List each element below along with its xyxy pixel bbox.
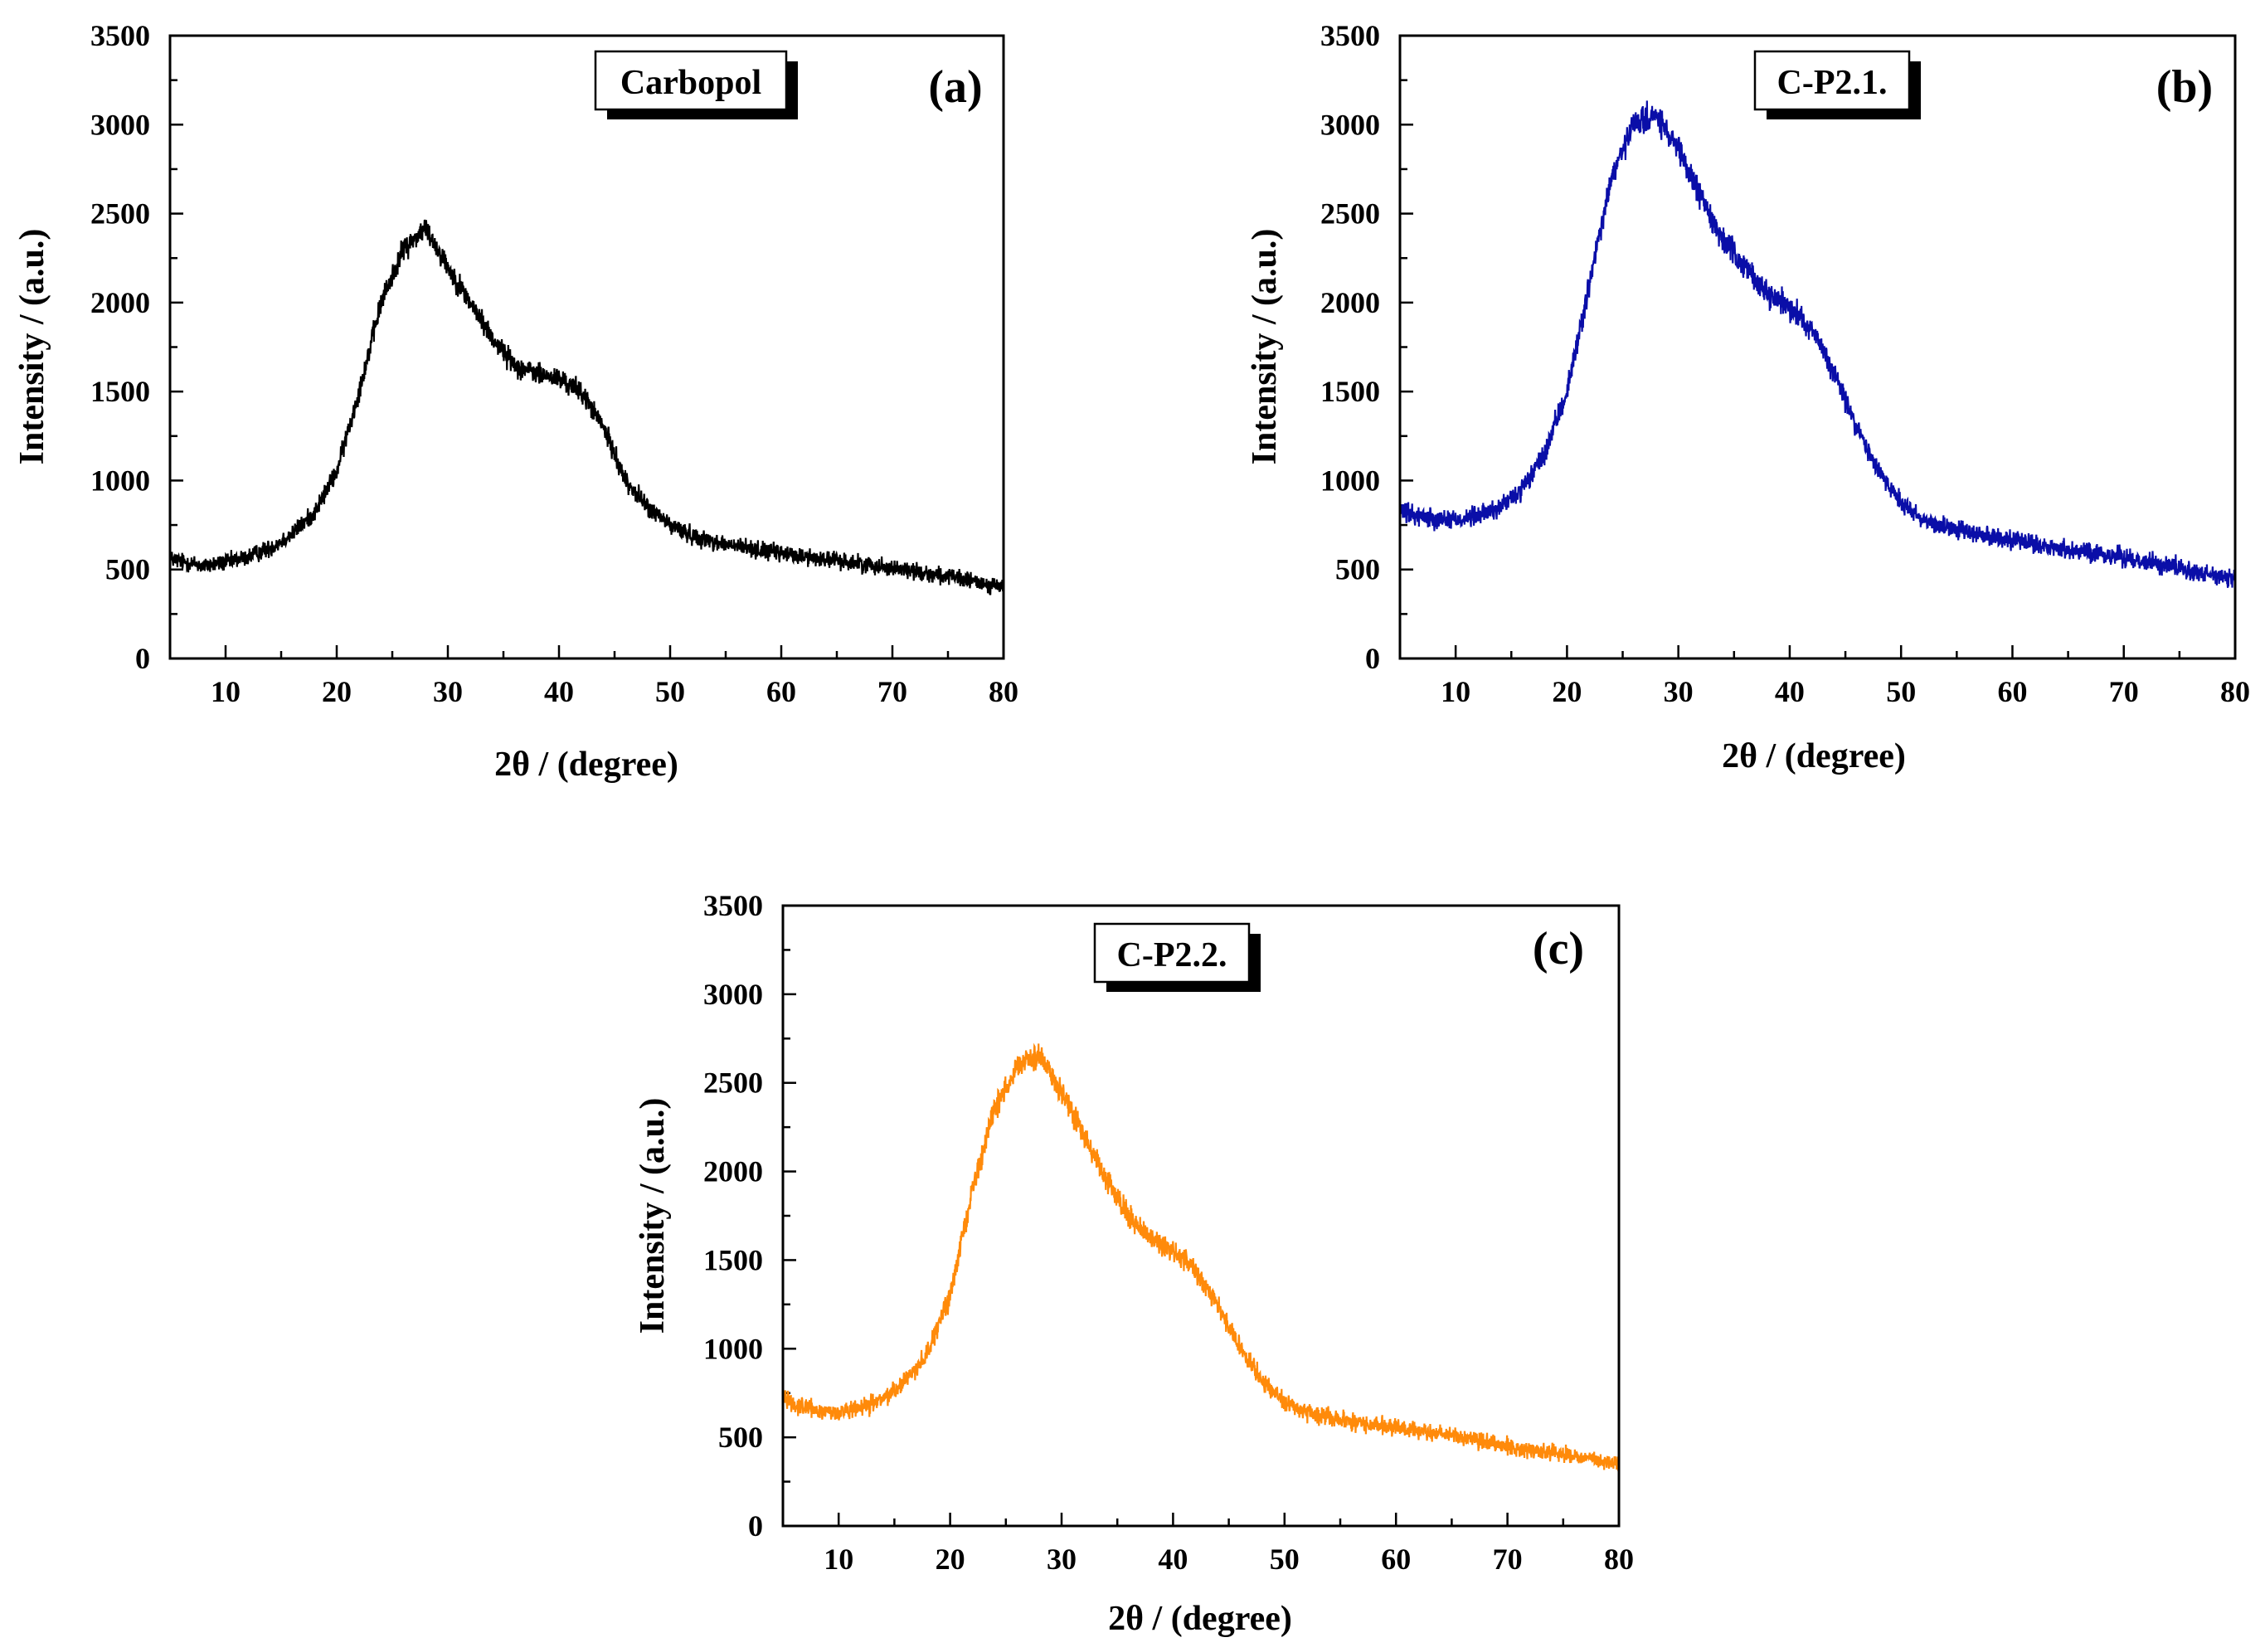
panel-a-x-tick-label: 70: [877, 675, 907, 708]
panel-b-x-axis-title: 2θ / (degree): [1722, 737, 1906, 775]
panel-a-y-tick-label: 500: [105, 553, 150, 586]
panel-b-ticks: [1398, 34, 2237, 660]
panel-a-x-tick-label: 50: [655, 675, 685, 708]
panel-b-y-tick-label: 3000: [1320, 108, 1380, 141]
panel-a-y-tick-label: 3000: [90, 108, 150, 141]
panel-a-y-tick-label: 3500: [90, 19, 150, 52]
panel-c-y-tick-label: 3000: [703, 978, 763, 1011]
panel-a-y-tick-label: 2500: [90, 197, 150, 231]
panel-b-y-tick-label: 1500: [1320, 375, 1380, 408]
panel-a-y-tick-label: 1500: [90, 375, 150, 408]
panel-b-y-tick-label: 0: [1365, 642, 1380, 675]
panel-a-legend-label: Carbopol: [620, 64, 761, 102]
panel-a-x-tick-label: 30: [433, 675, 463, 708]
panel-c-x-tick-label: 10: [824, 1543, 853, 1576]
panel-b-x-tick-label: 50: [1886, 675, 1916, 708]
panel-c-series-line: [783, 1042, 1619, 1471]
panel-c-x-tick-label: 80: [1604, 1543, 1634, 1576]
panel-a-legend-box: Carbopol: [594, 50, 798, 119]
panel-b-legend-box: C-P2.1.: [1753, 50, 1921, 119]
panel-b-x-tick-label: 10: [1441, 675, 1470, 708]
panel-c-tag: (c): [1533, 923, 1584, 974]
panel-b-y-axis-title: Intensity / (a.u.): [1246, 229, 1284, 465]
panel-c-x-tick-label: 70: [1493, 1543, 1523, 1576]
panel-b-y-tick-label: 3500: [1320, 19, 1380, 52]
panel-a: 10 20 30 40 50 60 70 80 0 500 1000 1500 2000 2500 3000…: [13, 19, 1018, 784]
panel-b-frame: [1398, 34, 2237, 660]
panel-a-x-tick-label: 10: [211, 675, 241, 708]
panel-c-x-tick-label: 50: [1270, 1543, 1300, 1576]
panel-c-y-tick-label: 0: [748, 1509, 763, 1543]
panel-c-tick-labels: 10 20 30 40 50 60 70 80 0 500 1000 1500 2000 2500 3000…: [703, 889, 1634, 1576]
panel-c-y-tick-label: 2000: [703, 1155, 763, 1188]
panel-a-x-tick-label: 20: [322, 675, 352, 708]
panel-b-tag: (b): [2156, 61, 2213, 113]
panel-c-x-tick-label: 20: [936, 1543, 965, 1576]
panel-a-y-tick-label: 1000: [90, 464, 150, 497]
panel-a-series-line: [170, 219, 1004, 595]
panel-b-series-line: [1400, 100, 2235, 588]
panel-b-x-tick-label: 40: [1775, 675, 1805, 708]
panel-c-ticks: [781, 904, 1621, 1528]
panel-a-x-axis-title: 2θ / (degree): [494, 746, 678, 784]
panel-c-frame: [781, 904, 1621, 1528]
panel-c-legend-label: C-P2.2.: [1117, 936, 1227, 974]
panel-b-y-tick-label: 500: [1335, 553, 1380, 586]
panel-c-y-tick-label: 500: [718, 1421, 763, 1454]
panel-a-frame: [168, 34, 1005, 660]
panel-a-x-tick-label: 40: [544, 675, 574, 708]
panel-c-y-tick-label: 2500: [703, 1067, 763, 1100]
panel-c-y-tick-label: 1000: [703, 1332, 763, 1365]
panel-c-y-tick-label: 3500: [703, 889, 763, 922]
panel-a-y-tick-label: 0: [135, 642, 150, 675]
panel-b-tick-labels: 10 20 30 40 50 60 70 80 0 500 1000 1500 2000 2500 3000…: [1320, 19, 2250, 708]
panel-a-x-tick-label: 60: [766, 675, 796, 708]
panel-a-x-tick-label: 80: [989, 675, 1018, 708]
panel-c-x-tick-label: 40: [1158, 1543, 1188, 1576]
panel-b: 10 20 30 40 50 60 70 80 0 500 1000 1500 2000 2500 3000…: [1246, 19, 2250, 775]
panel-c-x-tick-label: 60: [1381, 1543, 1411, 1576]
panel-b-x-tick-label: 30: [1664, 675, 1694, 708]
panel-c-x-axis-title: 2θ / (degree): [1108, 1600, 1292, 1638]
panel-b-y-tick-label: 2000: [1320, 286, 1380, 319]
panel-c-legend-box: C-P2.2.: [1093, 922, 1261, 992]
panel-a-y-axis-title: Intensity / (a.u.): [13, 229, 51, 465]
panel-b-x-tick-label: 70: [2109, 675, 2139, 708]
panel-b-x-tick-label: 60: [1997, 675, 2027, 708]
panel-b-y-tick-label: 2500: [1320, 197, 1380, 231]
panel-c-y-tick-label: 1500: [703, 1243, 763, 1276]
panel-c-y-axis-title: Intensity / (a.u.): [634, 1098, 672, 1334]
panel-a-y-tick-label: 2000: [90, 286, 150, 319]
panel-c-x-tick-label: 30: [1047, 1543, 1077, 1576]
panel-b-x-tick-label: 80: [2220, 675, 2250, 708]
panel-b-x-tick-label: 20: [1552, 675, 1582, 708]
panel-a-tag: (a): [928, 61, 982, 113]
panel-a-tick-labels: 10 20 30 40 50 60 70 80 0 500 1000 1500 2000 2500 3000…: [90, 19, 1018, 708]
panel-b-y-tick-label: 1000: [1320, 464, 1380, 497]
panel-c: 10 20 30 40 50 60 70 80 0 500 1000 1500 2000 2500 3000…: [634, 889, 1634, 1638]
panel-b-legend-label: C-P2.1.: [1777, 64, 1888, 102]
